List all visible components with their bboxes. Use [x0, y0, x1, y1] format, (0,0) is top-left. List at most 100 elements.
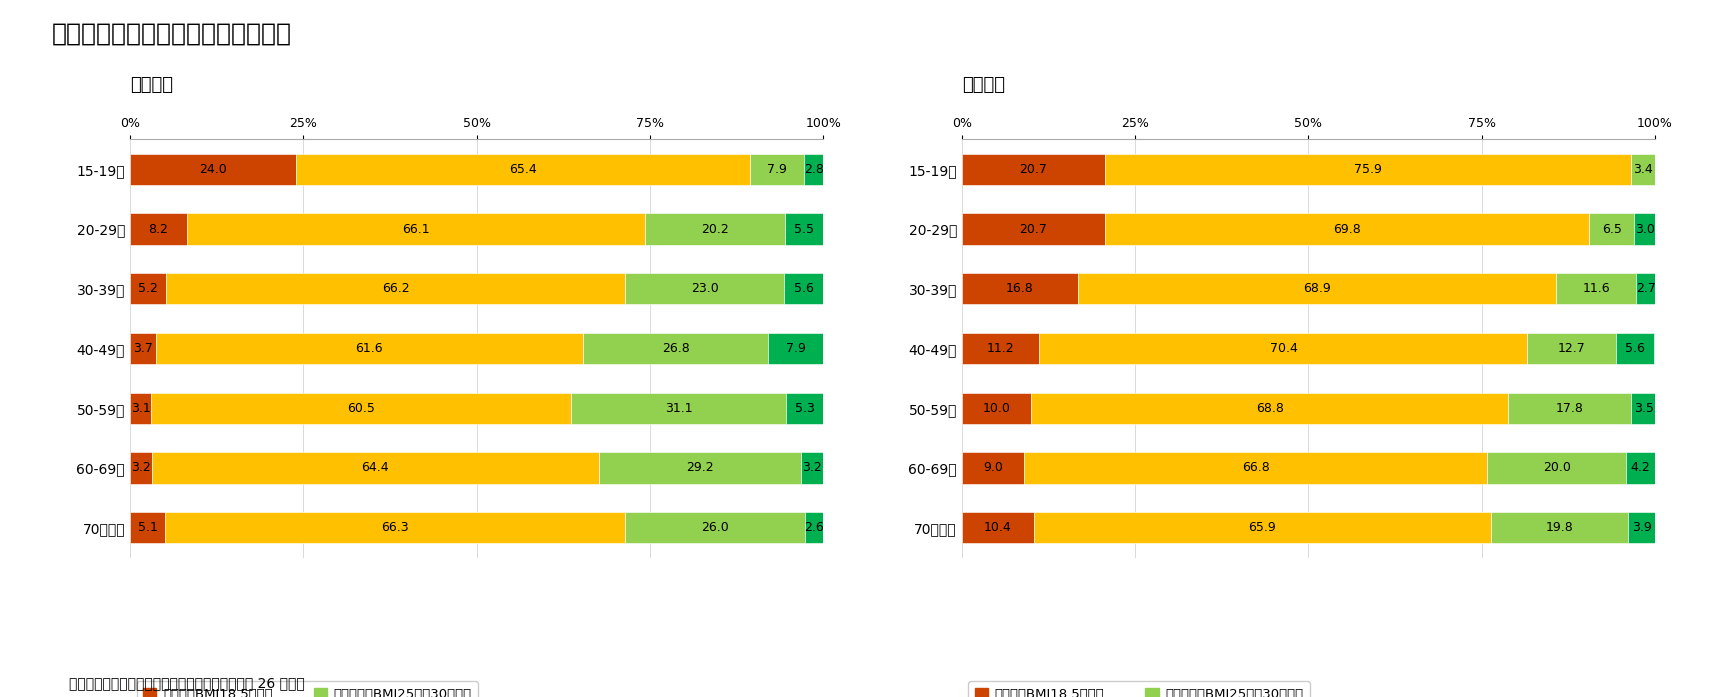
Text: 66.2: 66.2 [381, 282, 409, 296]
Text: 61.6: 61.6 [355, 342, 383, 355]
Bar [961, 452, 1024, 484]
Text: 7.9: 7.9 [767, 163, 786, 176]
Text: 23.0: 23.0 [691, 282, 719, 296]
Bar [1077, 273, 1555, 305]
Bar [800, 452, 823, 484]
Text: 【男性】: 【男性】 [130, 76, 173, 94]
Text: 図表２　性・年齢別のＢＭＩの状況: 図表２ 性・年齢別のＢＭＩの状況 [52, 22, 291, 45]
Text: 2.7: 2.7 [1635, 282, 1654, 296]
Text: 68.9: 68.9 [1302, 282, 1330, 296]
Text: 3.2: 3.2 [802, 461, 821, 475]
Text: 69.8: 69.8 [1332, 222, 1360, 236]
Bar [165, 512, 625, 543]
Bar [130, 154, 296, 185]
Bar [152, 452, 598, 484]
Bar [166, 273, 625, 305]
Text: 75.9: 75.9 [1354, 163, 1382, 176]
Bar [785, 273, 823, 305]
Bar [961, 273, 1077, 305]
Text: 3.0: 3.0 [1633, 222, 1654, 236]
Bar [1031, 392, 1507, 424]
Text: 64.4: 64.4 [362, 461, 390, 475]
Text: 11.6: 11.6 [1581, 282, 1609, 296]
Bar [1626, 512, 1654, 543]
Text: 7.9: 7.9 [785, 342, 805, 355]
Bar [130, 512, 165, 543]
Text: 60.5: 60.5 [346, 401, 374, 415]
Legend: 低体重（BMI18.5未満）, 普通（BMI18.5以上25未満）, 肥満１度（BMI25以上30未満）, 肥満２度以上（BMI30以上）: 低体重（BMI18.5未満）, 普通（BMI18.5以上25未満）, 肥満１度（… [137, 681, 478, 697]
Bar [1625, 452, 1654, 484]
Bar [296, 154, 750, 185]
Bar [130, 392, 151, 424]
Text: 8.2: 8.2 [149, 222, 168, 236]
Text: 66.1: 66.1 [402, 222, 430, 236]
Text: 5.2: 5.2 [139, 282, 158, 296]
Legend: 低体重（BMI18.5未満）, 普通（BMI18.5以上25未満）, 肥満１度（BMI25以上30未満）, 肥満２度以上（BMI30以上）: 低体重（BMI18.5未満）, 普通（BMI18.5以上25未満）, 肥満１度（… [968, 681, 1309, 697]
Text: 3.7: 3.7 [133, 342, 152, 355]
Bar [1039, 333, 1526, 364]
Text: 5.5: 5.5 [793, 222, 814, 236]
Text: 5.6: 5.6 [1625, 342, 1644, 355]
Bar [1588, 213, 1633, 245]
Text: 4.2: 4.2 [1630, 461, 1649, 475]
Text: 12.7: 12.7 [1557, 342, 1585, 355]
Bar [625, 512, 805, 543]
Bar [1034, 512, 1490, 543]
Bar [785, 213, 823, 245]
Bar [1105, 154, 1630, 185]
Text: 24.0: 24.0 [199, 163, 227, 176]
Bar [1555, 273, 1635, 305]
Text: 5.1: 5.1 [137, 521, 158, 534]
Text: 19.8: 19.8 [1545, 521, 1573, 534]
Bar [187, 213, 644, 245]
Text: 3.2: 3.2 [132, 461, 151, 475]
Bar [804, 154, 823, 185]
Bar [767, 333, 823, 364]
Bar [1105, 213, 1588, 245]
Bar [1633, 213, 1654, 245]
Text: 10.0: 10.0 [982, 401, 1010, 415]
Text: 17.8: 17.8 [1555, 401, 1583, 415]
Bar [625, 273, 785, 305]
Bar [1630, 392, 1654, 424]
Text: 26.0: 26.0 [701, 521, 729, 534]
Bar [156, 333, 582, 364]
Bar [961, 213, 1105, 245]
Text: 70.4: 70.4 [1270, 342, 1297, 355]
Text: 【女性】: 【女性】 [961, 76, 1005, 94]
Bar [961, 154, 1105, 185]
Text: 3.1: 3.1 [132, 401, 151, 415]
Bar [750, 154, 804, 185]
Text: 2.8: 2.8 [804, 163, 824, 176]
Bar [1630, 154, 1654, 185]
Bar [1486, 452, 1625, 484]
Text: 11.2: 11.2 [986, 342, 1013, 355]
Text: 3.4: 3.4 [1633, 163, 1652, 176]
Bar [786, 392, 823, 424]
Bar [582, 333, 767, 364]
Bar [1614, 333, 1654, 364]
Text: 20.0: 20.0 [1541, 461, 1569, 475]
Text: 20.7: 20.7 [1018, 222, 1046, 236]
Bar [1024, 452, 1486, 484]
Bar [961, 333, 1039, 364]
Bar [1635, 273, 1654, 305]
Bar [570, 392, 786, 424]
Text: 68.8: 68.8 [1256, 401, 1283, 415]
Text: 66.8: 66.8 [1242, 461, 1270, 475]
Bar [1526, 333, 1614, 364]
Text: 31.1: 31.1 [665, 401, 693, 415]
Bar [130, 213, 187, 245]
Text: 16.8: 16.8 [1006, 282, 1034, 296]
Bar [130, 452, 152, 484]
Bar [805, 512, 823, 543]
Bar [961, 512, 1034, 543]
Text: 65.4: 65.4 [509, 163, 537, 176]
Text: 3.5: 3.5 [1633, 401, 1652, 415]
Text: 29.2: 29.2 [686, 461, 714, 475]
Text: 2.6: 2.6 [804, 521, 823, 534]
Text: 66.3: 66.3 [381, 521, 409, 534]
Text: 6.5: 6.5 [1600, 222, 1621, 236]
Text: 26.8: 26.8 [662, 342, 689, 355]
Bar [151, 392, 570, 424]
